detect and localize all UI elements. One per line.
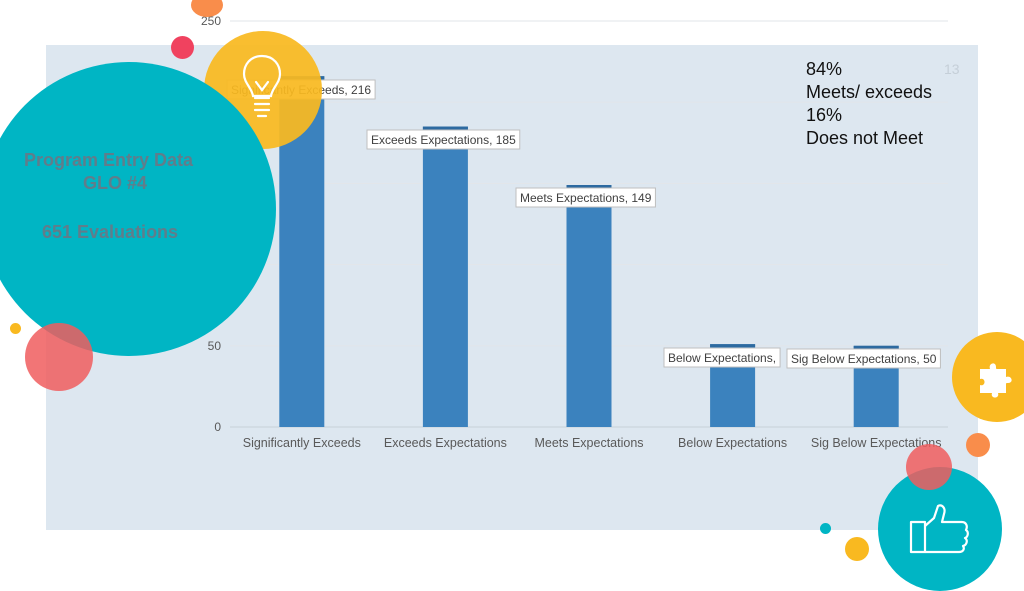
data-label: Exceeds Expectations, 185 [366, 129, 521, 150]
decor-dot-pink [171, 36, 194, 59]
page-number: 13 [944, 61, 960, 77]
x-tick-label: Below Expectations [678, 436, 787, 450]
bar-chart: 050100150200250 Significantly ExceedsExc… [201, 14, 948, 450]
bar-top-edge [853, 345, 899, 349]
x-tick-label: Sig Below Expectations [811, 436, 942, 450]
bar-top-edge [422, 126, 468, 130]
svg-text:Below Expectations,: Below Expectations, [668, 351, 776, 365]
bar-top-edge [710, 344, 756, 348]
decor-circle-coral [25, 323, 93, 391]
stats-summary: 84% Meets/ exceeds 16% Does not Meet [806, 58, 932, 150]
decor-dot-teal-small [820, 523, 831, 534]
decor-dot-orange-top [191, 0, 223, 17]
x-tick-label: Meets Expectations [534, 436, 643, 450]
y-tick-label: 250 [201, 14, 221, 28]
decor-dot-yellow-small [10, 323, 21, 334]
decor-dot-yellow-bottom [845, 537, 869, 561]
bar-top-edge [566, 185, 612, 189]
lightbulb-icon [242, 54, 282, 118]
stat-meets-label: Meets/ exceeds [806, 82, 933, 102]
data-label: Sig Below Expectations, 50 [786, 348, 941, 369]
thumbs-up-icon [909, 504, 969, 554]
stat-meets-percent: 84% [806, 59, 843, 79]
slide-title-line1: Program Entry Data [24, 150, 194, 170]
data-label: Meets Expectations, 149 [515, 187, 656, 208]
data-label: Below Expectations, [663, 347, 781, 368]
y-tick-label: 0 [214, 420, 221, 434]
svg-text:Sig Below Expectations, 50: Sig Below Expectations, 50 [791, 352, 937, 366]
svg-text:Exceeds Expectations, 185: Exceeds Expectations, 185 [371, 133, 516, 147]
decor-circle-teal-bottom [878, 467, 1002, 591]
x-tick-label: Significantly Exceeds [243, 436, 361, 450]
puzzle-icon [980, 363, 1012, 398]
decor-circle-teal-large [0, 62, 276, 356]
decor-dot-orange-right [966, 433, 990, 457]
evaluations-count: 651 Evaluations [42, 222, 179, 242]
slide-title-line2: GLO #4 [83, 173, 148, 193]
stat-not-meet-percent: 16% [806, 105, 843, 125]
bar [422, 126, 468, 427]
svg-text:Meets Expectations, 149: Meets Expectations, 149 [520, 191, 652, 205]
decor-circle-coral-bottom [906, 444, 952, 490]
y-tick-label: 50 [208, 339, 222, 353]
bar [566, 185, 612, 427]
x-tick-label: Exceeds Expectations [384, 436, 507, 450]
stat-not-meet-label: Does not Meet [806, 128, 924, 148]
